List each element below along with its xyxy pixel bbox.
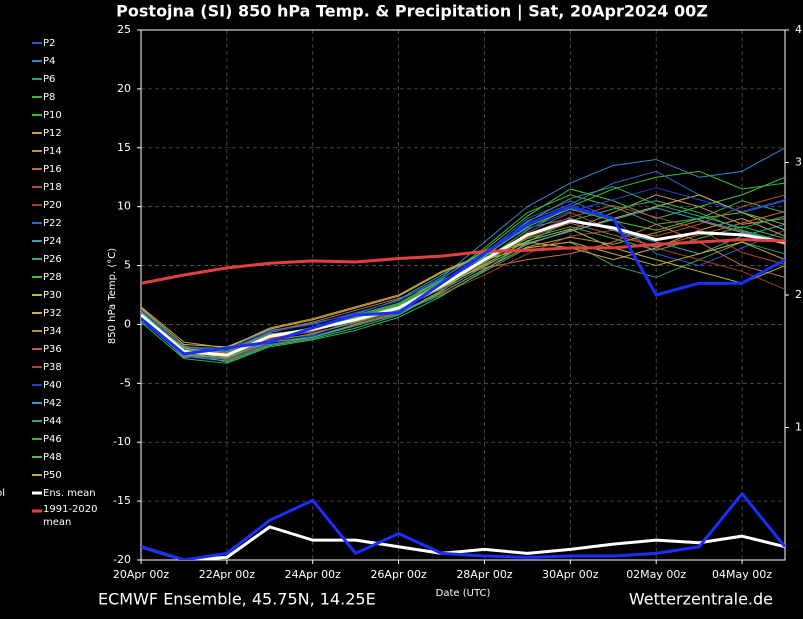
y-tick-label: 15 [117, 141, 131, 154]
legend-label: P48 [43, 452, 62, 463]
legend-label: P36 [43, 344, 62, 355]
legend-label: P14 [43, 146, 62, 157]
legend-label: P20 [43, 200, 62, 211]
legend-label-box: 1991-2020 mean [43, 504, 98, 528]
x-tick-label: 20Apr 00z [113, 568, 170, 581]
plot-area [141, 147, 785, 560]
x-tick-label: 26Apr 00z [370, 568, 427, 581]
legend-label: P8 [43, 92, 55, 103]
legend-label: P38 [43, 362, 62, 373]
y-tick-label: 0 [124, 317, 131, 330]
y-tick-label: 20 [117, 82, 131, 95]
x-tick-label: 04May 00z [712, 568, 772, 581]
legend-label: P22 [43, 218, 62, 229]
series-line [141, 170, 785, 363]
legend-label: P30 [43, 290, 62, 301]
series-line [141, 492, 785, 560]
legend-label: P46 [43, 434, 62, 445]
legend-label: P12 [43, 128, 62, 139]
x-tick-label: 22Apr 00z [199, 568, 256, 581]
legend-label: P18 [43, 182, 62, 193]
series-line [141, 223, 785, 354]
series-line [141, 147, 785, 349]
legend-label: P6 [43, 74, 55, 85]
legend-label: Ens. mean [43, 488, 96, 499]
y2-tick-label: 1 [795, 421, 802, 434]
series-line [141, 200, 785, 364]
legend-label: P2 [43, 38, 55, 49]
y2-tick-label: 4 [795, 23, 802, 36]
legend-label: P42 [43, 398, 62, 409]
legend-label: P32 [43, 308, 62, 319]
legend-label: P26 [43, 254, 62, 265]
chart-title: Postojna (SI) 850 hPa Temp. & Precipitat… [116, 2, 708, 22]
y-tick-label: -20 [113, 553, 131, 566]
plot-frame [140, 29, 786, 561]
series-line [141, 207, 785, 362]
legend-label: P50 [43, 470, 62, 481]
x-tick-label: 28Apr 00z [456, 568, 513, 581]
legend-label: P44 [43, 416, 62, 427]
y-axis-label: 850 hPa Temp. (°C) [107, 248, 118, 344]
legend-label: P10 [43, 110, 62, 121]
footer-left: ECMWF Ensemble, 45.75N, 14.25E [98, 590, 376, 609]
x-tick-label: 02May 00z [626, 568, 686, 581]
series-line [141, 187, 785, 351]
y2-tick-label: 2 [795, 288, 802, 301]
y-tick-label: -10 [113, 435, 131, 448]
x-tick-label: 24Apr 00z [285, 568, 342, 581]
footer-right: Wetterzentrale.de [629, 590, 773, 609]
x-tick-label: 30Apr 00z [542, 568, 599, 581]
y2-tick-label: 3 [795, 156, 802, 169]
legend-label: P24 [43, 236, 62, 247]
legend-label: P34 [43, 326, 62, 337]
y-tick-label: -15 [113, 494, 131, 507]
y-tick-label: 10 [117, 200, 131, 213]
legend-label: P4 [43, 56, 55, 67]
legend-label-fragment: ntrol [0, 488, 5, 499]
series-line [141, 205, 785, 356]
series-line [141, 238, 785, 285]
legend-label: P40 [43, 380, 62, 391]
x-axis-label: Date (UTC) [436, 588, 491, 599]
series-line [141, 525, 785, 560]
legend-label: 1991-2020 mean [43, 504, 98, 528]
y-tick-label: -5 [120, 376, 131, 389]
legend-label: P16 [43, 164, 62, 175]
y-tick-label: 5 [124, 259, 131, 272]
y-tick-label: 25 [117, 23, 131, 36]
legend-label: P28 [43, 272, 62, 283]
series-line [141, 194, 785, 348]
